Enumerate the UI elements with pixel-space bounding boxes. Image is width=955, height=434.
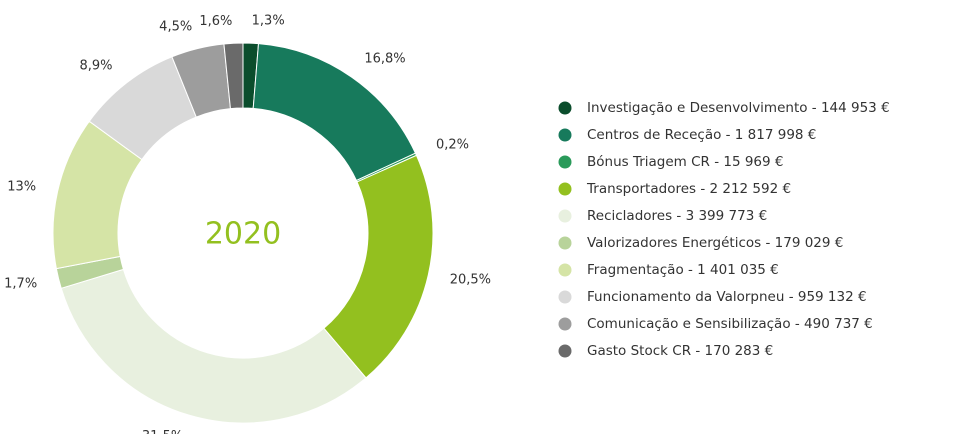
legend-label: Gasto Stock CR - 170 283 € [587,343,773,359]
legend-marker [558,128,572,142]
data-label: 1,6% [199,14,232,29]
legend-label: Fragmentação - 1 401 035 € [587,262,779,278]
legend-label: Comunicação e Sensibilização - 490 737 € [587,316,873,332]
legend-marker [558,344,572,358]
legend-marker [558,236,572,250]
legend-label: Centros de Receção - 1 817 998 € [587,127,816,143]
legend-marker [558,182,572,196]
legend-marker [558,209,572,223]
slice [323,154,434,379]
data-label: 20,5% [450,272,491,287]
legend-marker [558,317,572,331]
slice [60,268,367,424]
data-label: 8,9% [80,58,113,73]
legend-label: Bónus Triagem CR - 15 969 € [587,154,784,170]
data-label: 13% [7,179,36,194]
data-label: 16,8% [364,52,405,67]
data-label: 1,7% [4,276,37,291]
legend-marker [558,155,572,169]
legend-marker [558,290,572,304]
data-label: 1,3% [252,14,285,29]
legend-label: Investigação e Desenvolvimento - 144 953… [587,100,890,116]
legend-marker [558,101,572,115]
legend-label: Funcionamento da Valorpneu - 959 132 € [587,289,867,305]
legend-label: Recicladores - 3 399 773 € [587,208,767,224]
slice [223,42,244,110]
data-label: 0,2% [436,138,469,153]
center-label: 2020 [205,217,281,252]
legend-marker [558,263,572,277]
data-label: 31,5% [142,429,183,434]
legend-label: Valorizadores Energéticos - 179 029 € [587,235,843,251]
legend-label: Transportadores - 2 212 592 € [586,181,791,197]
data-label: 4,5% [159,20,192,35]
